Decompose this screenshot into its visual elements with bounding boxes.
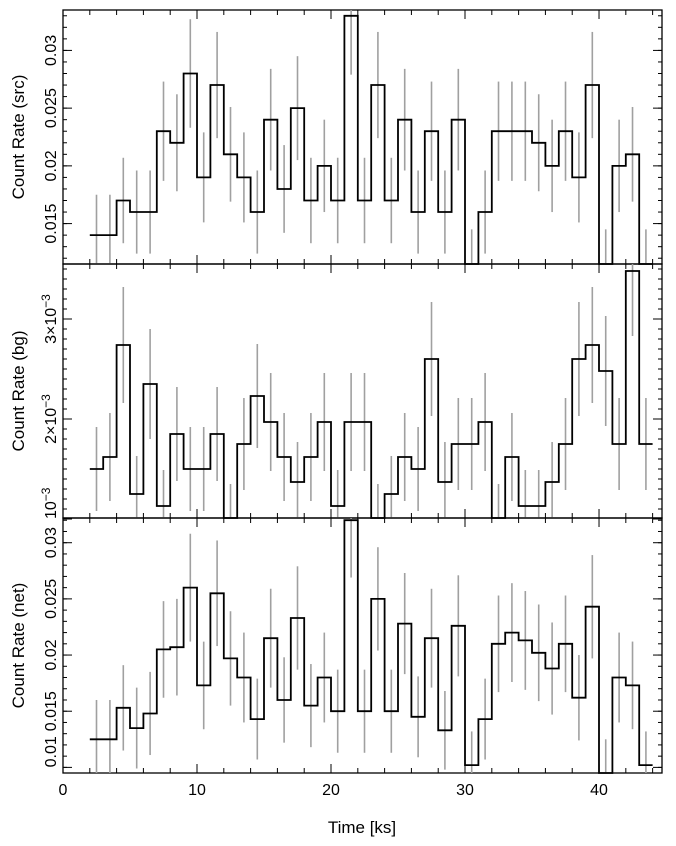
light-curve-middle	[89, 270, 653, 519]
panel-bottom: 0.01 0.015 0.02 0.025 0.03 Count Rate (net)	[9, 517, 663, 774]
light-curve-bottom	[89, 519, 653, 774]
y-axis-label-middle: Count Rate (bg)	[9, 331, 28, 452]
x-tick-label: 30	[456, 782, 474, 799]
panel-middle: 10−3 2×10−3 3×10−3 Count Rate (bg)	[9, 263, 663, 520]
y-tick-label: 2×10−3	[39, 394, 60, 444]
y-tick-label: 0.025	[43, 579, 60, 619]
y-tick-label: 0.03	[43, 527, 60, 558]
x-tick-label: 40	[590, 782, 608, 799]
x-tick-label: 0	[59, 782, 68, 799]
y-tick-label: 0.01	[43, 736, 60, 767]
x-tick-label: 20	[322, 782, 340, 799]
panel-top: 0.015 0.02 0.025 0.03 Count Rate (src)	[9, 9, 663, 265]
x-axis-label: Time [ks]	[328, 818, 396, 837]
y-tick-label: 0.015	[43, 691, 60, 731]
x-tick-label: 10	[188, 782, 206, 799]
y-tick-label: 10−3	[39, 487, 60, 519]
y-tick-label: 0.025	[43, 88, 60, 128]
y-tick-label: 0.015	[43, 203, 60, 243]
y-axis-label-top: Count Rate (src)	[9, 75, 28, 200]
y-tick-label: 0.03	[43, 35, 60, 66]
y-tick-label: 0.02	[43, 150, 60, 181]
panel-frame	[62, 517, 663, 774]
y-tick-label: 3×10−3	[39, 294, 60, 344]
y-axis-label-bottom: Count Rate (net)	[9, 583, 28, 709]
light-curve-top	[89, 14, 653, 265]
y-tick-label: 0.02	[43, 639, 60, 670]
